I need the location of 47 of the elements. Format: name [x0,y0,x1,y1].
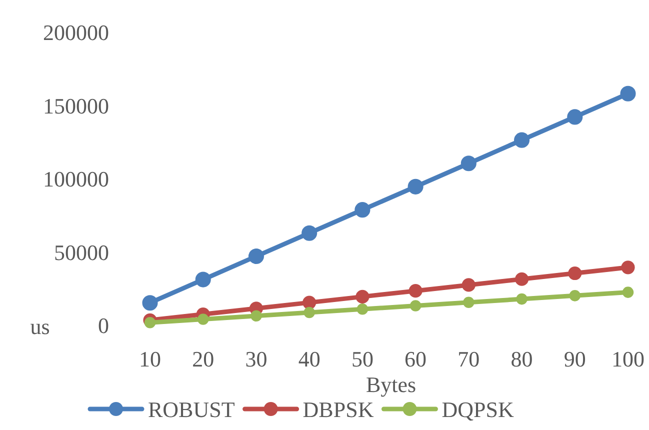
point [460,156,476,172]
point [514,132,530,148]
point [356,304,368,315]
point [248,248,264,264]
point [302,225,318,241]
x-tick-label: 10 [139,346,161,372]
point [356,290,370,304]
point [620,86,636,102]
y-tick-label: 100000 [43,166,109,192]
y-tick-label: 50000 [54,240,109,265]
point [144,317,156,328]
point [302,296,316,310]
point [463,296,474,308]
y-tick-label: 0 [98,313,109,338]
point [142,295,158,311]
point [408,178,424,194]
point [569,290,581,302]
x-tick-label: 70 [458,346,480,372]
point [197,314,209,325]
point [304,306,315,318]
legend-label: ROBUST [148,397,236,422]
x-axis-title: Bytes [366,372,416,397]
y-axis-title: us [30,314,50,339]
point [621,260,635,274]
x-tick-label: 30 [245,346,268,372]
x-tick-label: 60 [404,346,427,372]
x-tick-label: 50 [351,346,374,372]
point [408,284,422,298]
y-tick-label: 150000 [43,93,109,118]
point [354,202,370,218]
x-tick-label: 80 [510,346,533,372]
legend-label: DBPSK [302,397,374,422]
point [195,272,211,288]
point [568,266,582,280]
x-tick-label: 100 [612,346,644,372]
point [622,286,634,298]
point [514,272,529,286]
point [250,310,262,322]
point [516,293,528,305]
point [410,300,422,312]
x-tick-label: 40 [298,346,320,372]
x-tick-label: 20 [192,346,214,372]
legend-label: DQPSK [442,397,514,422]
point [567,109,583,125]
y-tick-label: 200000 [43,20,109,46]
x-tick-label: 90 [564,346,586,372]
point [462,278,476,292]
